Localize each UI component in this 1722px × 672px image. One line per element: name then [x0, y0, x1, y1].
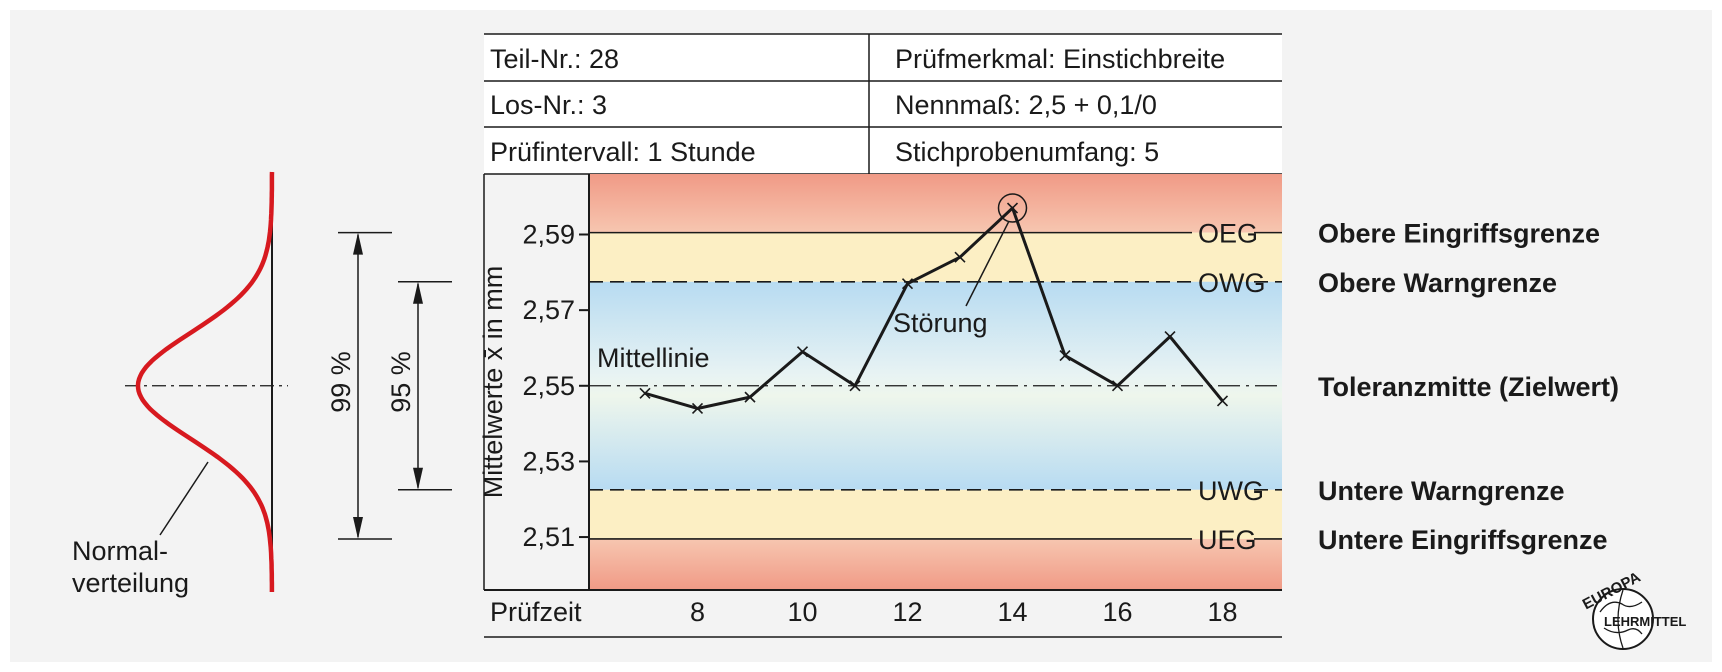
dim99-arrow-bottom: [353, 516, 363, 539]
label-95-percent: 95 %: [386, 351, 416, 413]
distribution-diagram: Normal- verteilung 99 % 95 %: [72, 171, 452, 598]
y-axis-label: Mittelwerte x̄ in mm: [478, 266, 508, 499]
limit-label: Untere Warngrenze: [1318, 476, 1565, 506]
normal-distribution-curve: [135, 171, 275, 592]
annotation-mittellinie: Mittellinie: [597, 343, 710, 373]
series-line: [644, 206, 1224, 410]
x-tick-label: 10: [787, 597, 817, 627]
warn-zone-bottom: [589, 489, 1282, 539]
normal-leader-line: [159, 461, 209, 536]
data-point-marker: [1164, 331, 1176, 343]
normal-label-line1: Normal-: [72, 536, 168, 566]
data-series: [639, 202, 1229, 415]
stoerung-leader-line: [965, 221, 1010, 307]
header-pruefmerkmal: Prüfmerkmal: Einstichbreite: [895, 44, 1225, 74]
data-point-marker: [1216, 395, 1229, 407]
x-tick-label: 8: [690, 597, 705, 627]
x-ticks: 8 10 12 14 16 18: [690, 597, 1238, 627]
dim95-arrow-bottom: [413, 467, 423, 490]
y-tick-label: 2,55: [522, 371, 575, 401]
x-tick-label: 16: [1102, 597, 1132, 627]
globe-lines-icon: [1599, 589, 1643, 649]
warn-zone-top: [589, 232, 1282, 282]
data-point-marker: [691, 402, 704, 415]
data-point-marker: [639, 387, 651, 399]
normal-label-line2: verteilung: [72, 568, 189, 598]
dim99-arrow-top: [353, 232, 363, 255]
data-point-marker: [1059, 349, 1071, 362]
x-axis-label: Prüfzeit: [490, 597, 582, 627]
limit-abbr-uwg: UWG: [1198, 476, 1264, 506]
data-point-marker: [954, 251, 966, 263]
data-point-marker: [849, 380, 861, 392]
y-tick-label: 2,57: [522, 295, 575, 325]
limit-abbr-oeg: OEG: [1198, 219, 1258, 249]
chart-zones: [589, 174, 1282, 590]
limit-label: Obere Eingriffsgrenze: [1318, 219, 1600, 249]
data-point-marker: [1111, 380, 1124, 392]
limit-abbr-owg: OWG: [1198, 268, 1266, 298]
data-point-marker: [744, 391, 756, 403]
header-los-nr: Los-Nr.: 3: [490, 90, 607, 120]
y-tick-label: 2,59: [522, 220, 575, 250]
limit-lines: OEG Obere Eingriffsgrenze OWG Obere Warngre…: [589, 219, 1619, 555]
header-pruefintervall: Prüfintervall: 1 Stunde: [490, 137, 756, 167]
limit-label: Obere Warngrenze: [1318, 268, 1557, 298]
x-tick-label: 18: [1207, 597, 1237, 627]
y-ticks: 2,51 2,53 2,55 2,57 2,59: [522, 220, 589, 552]
y-tick-label: 2,51: [522, 522, 575, 552]
x-tick-label: 14: [997, 597, 1027, 627]
dim95-arrow-top: [413, 281, 423, 304]
stoerung-circle: [997, 193, 1028, 223]
annotation-stoerung: Störung: [893, 308, 988, 338]
eingriff-zone-top: [589, 174, 1282, 233]
x-tick-label: 12: [892, 597, 922, 627]
header-teil-nr: Teil-Nr.: 28: [490, 44, 619, 74]
data-point-marker: [901, 278, 914, 290]
eingriff-zone-bottom: [589, 538, 1282, 590]
header-stichprobe: Stichprobenumfang: 5: [895, 137, 1159, 167]
header-table: Teil-Nr.: 28 Prüfmerkmal: Einstichbreite…: [484, 33, 1282, 175]
limit-label: Untere Eingriffsgrenze: [1318, 525, 1608, 555]
header-nennmass: Nennmaß: 2,5 + 0,1/0: [895, 90, 1157, 120]
logo-bottom-text: LEHRMITTEL: [1604, 614, 1686, 629]
y-tick-label: 2,53: [522, 446, 575, 476]
label-99-percent: 99 %: [326, 351, 356, 413]
data-point-marker: [1006, 202, 1019, 214]
limit-label: Toleranzmitte (Zielwert): [1318, 372, 1619, 402]
limit-abbr-ueg: UEG: [1198, 525, 1257, 555]
data-point-marker: [796, 346, 809, 358]
